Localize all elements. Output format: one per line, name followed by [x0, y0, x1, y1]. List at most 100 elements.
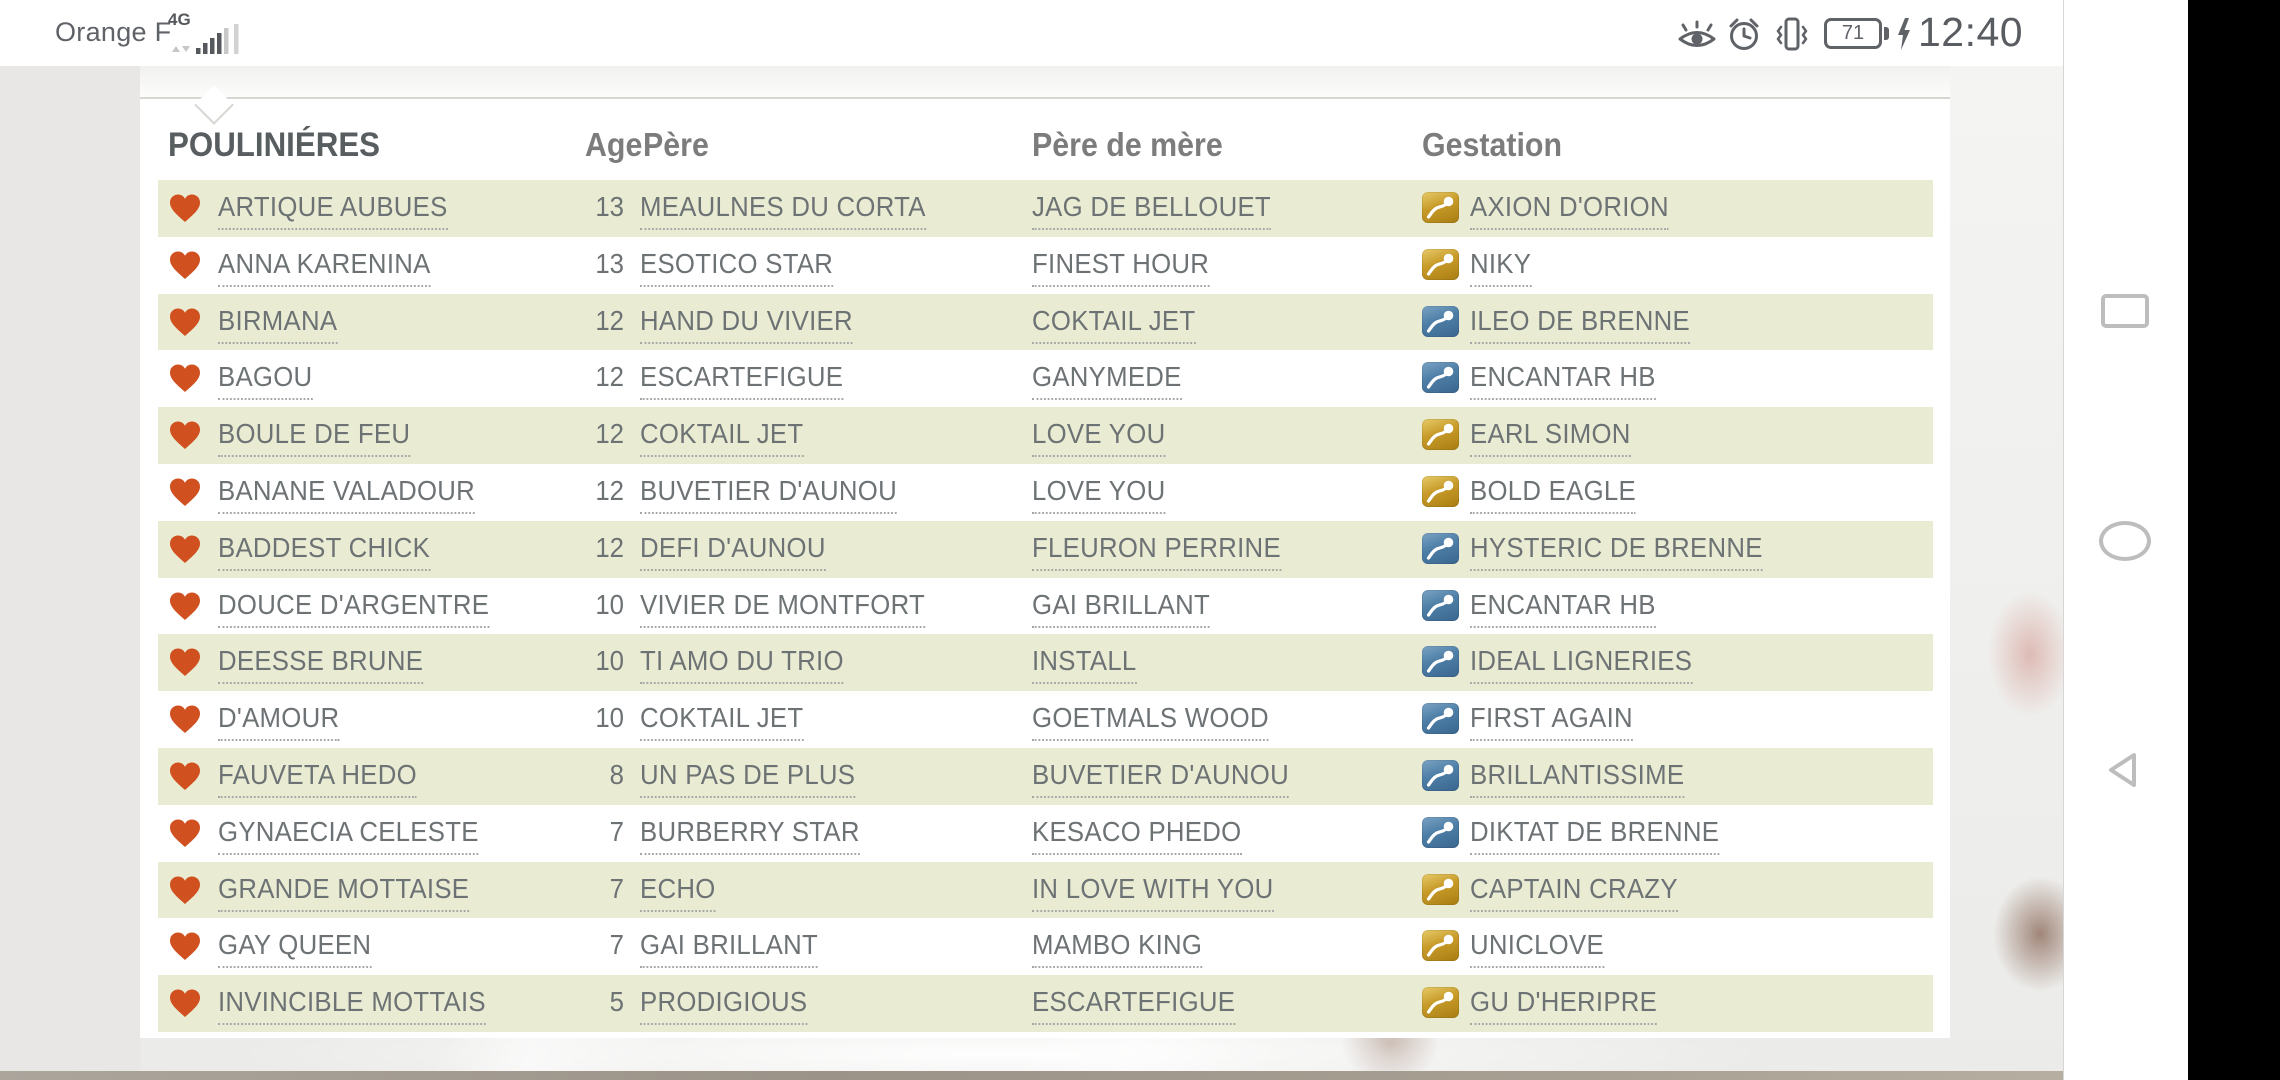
sire-link[interactable]: PRODIGIOUS — [640, 986, 808, 1026]
favorite-heart-icon[interactable] — [168, 875, 202, 905]
favorite-heart-icon[interactable] — [168, 988, 202, 1018]
favorite-heart-icon[interactable] — [168, 193, 202, 223]
favorite-heart-icon[interactable] — [168, 761, 202, 791]
dam-sire-link[interactable]: LOVE YOU — [1032, 418, 1166, 458]
dam-sire-link[interactable]: COKTAIL JET — [1032, 305, 1196, 344]
mare-age: 13 — [595, 191, 624, 222]
favorite-heart-icon[interactable] — [168, 591, 202, 621]
gestation-sire-link[interactable]: UNICLOVE — [1470, 929, 1604, 969]
dam-sire-link[interactable]: BUVETIER D'AUNOU — [1032, 759, 1289, 798]
column-header-dam-sire: Père de mère — [1032, 126, 1223, 163]
favorite-heart-icon[interactable] — [168, 647, 202, 677]
mare-name-link[interactable]: BADDEST CHICK — [218, 532, 431, 571]
dam-sire-link[interactable]: GAI BRILLANT — [1032, 589, 1210, 628]
mare-age: 10 — [595, 588, 624, 620]
gestation-sire-link[interactable]: FIRST AGAIN — [1470, 702, 1633, 742]
favorite-heart-icon[interactable] — [168, 818, 202, 848]
sire-link[interactable]: DEFI D'AUNOU — [640, 532, 826, 571]
dam-sire-link[interactable]: GOETMALS WOOD — [1032, 702, 1269, 742]
sire-link[interactable]: ECHO — [640, 873, 716, 912]
dam-sire-link[interactable]: GANYMEDE — [1032, 361, 1182, 401]
sire-link[interactable]: COKTAIL JET — [640, 702, 804, 742]
gestation-sire-link[interactable]: ENCANTAR HB — [1470, 589, 1656, 628]
table-row: INVINCIBLE MOTTAIS 5 PRODIGIOUS ESCARTEF… — [158, 975, 1933, 1032]
sire-link[interactable]: GAI BRILLANT — [640, 929, 818, 969]
favorite-heart-icon[interactable] — [168, 363, 202, 393]
gestation-sire-link[interactable]: BRILLANTISSIME — [1470, 759, 1685, 798]
status-bar: Orange F 4G — [0, 0, 2063, 66]
sire-link[interactable]: BUVETIER D'AUNOU — [640, 475, 897, 514]
column-header-age: Age — [585, 126, 643, 163]
dam-sire-link[interactable]: MAMBO KING — [1032, 929, 1203, 969]
mare-name-link[interactable]: GAY QUEEN — [218, 929, 372, 969]
gestation-sire-link[interactable]: IDEAL LIGNERIES — [1470, 645, 1693, 685]
mare-name-link[interactable]: DOUCE D'ARGENTRE — [218, 589, 490, 628]
back-button[interactable] — [2104, 750, 2140, 795]
dam-sire-link[interactable]: INSTALL — [1032, 645, 1137, 685]
sire-link[interactable]: COKTAIL JET — [640, 418, 804, 458]
mare-name-link[interactable]: GRANDE MOTTAISE — [218, 873, 470, 912]
carrier-label: Orange F — [55, 17, 172, 47]
favorite-heart-icon[interactable] — [168, 534, 202, 564]
dam-sire-link[interactable]: FINEST HOUR — [1032, 248, 1210, 287]
sire-link[interactable]: ESOTICO STAR — [640, 248, 834, 287]
favorite-heart-icon[interactable] — [168, 307, 202, 337]
dam-sire-link[interactable]: ESCARTEFIGUE — [1032, 986, 1236, 1026]
home-button[interactable] — [2099, 521, 2151, 561]
recents-button[interactable] — [2101, 294, 2149, 328]
gestation-sire-link[interactable]: AXION D'ORION — [1470, 191, 1669, 230]
dam-sire-link[interactable]: KESACO PHEDO — [1032, 816, 1242, 855]
alarm-clock-icon — [1726, 16, 1762, 57]
favorite-heart-icon[interactable] — [168, 477, 202, 507]
android-nav-bar — [2063, 0, 2189, 1080]
sire-link[interactable]: TI AMO DU TRIO — [640, 645, 844, 685]
dam-sire-link[interactable]: IN LOVE WITH YOU — [1032, 873, 1274, 912]
mare-age: 7 — [609, 929, 624, 961]
sire-link[interactable]: ESCARTEFIGUE — [640, 361, 844, 401]
gestation-sire-link[interactable]: ENCANTAR HB — [1470, 361, 1656, 401]
sire-link[interactable]: MEAULNES DU CORTA — [640, 191, 926, 230]
dam-sire-link[interactable]: JAG DE BELLOUET — [1032, 191, 1271, 230]
favorite-heart-icon[interactable] — [168, 704, 202, 734]
gestation-stallion-icon — [1422, 930, 1459, 962]
table-row: BADDEST CHICK 12 DEFI D'AUNOU FLEURON PE… — [158, 520, 1933, 578]
mare-name-link[interactable]: BAGOU — [218, 361, 313, 401]
table-row: GAY QUEEN 7 GAI BRILLANT MAMBO KING UNIC… — [158, 918, 1933, 976]
dam-sire-link[interactable]: LOVE YOU — [1032, 475, 1166, 514]
mare-name-link[interactable]: FAUVETA HEDO — [218, 759, 417, 798]
mare-name-link[interactable]: D'AMOUR — [218, 702, 340, 742]
mare-name-link[interactable]: BOULE DE FEU — [218, 418, 411, 458]
gestation-sire-link[interactable]: DIKTAT DE BRENNE — [1470, 816, 1720, 855]
gestation-stallion-icon — [1422, 475, 1459, 507]
mare-name-link[interactable]: BIRMANA — [218, 305, 338, 344]
gestation-sire-link[interactable]: EARL SIMON — [1470, 418, 1631, 458]
sire-link[interactable]: VIVIER DE MONTFORT — [640, 589, 926, 628]
sire-link[interactable]: BURBERRY STAR — [640, 816, 860, 855]
mare-name-link[interactable]: INVINCIBLE MOTTAIS — [218, 986, 486, 1026]
sire-link[interactable]: HAND DU VIVIER — [640, 305, 853, 344]
mare-name-link[interactable]: ARTIQUE AUBUES — [218, 191, 448, 230]
favorite-heart-icon[interactable] — [168, 931, 202, 961]
gestation-sire-link[interactable]: GU D'HERIPRE — [1470, 986, 1658, 1026]
mare-name-link[interactable]: ANNA KARENINA — [218, 248, 431, 287]
favorite-heart-icon[interactable] — [168, 420, 202, 450]
card-top-shade — [140, 66, 1950, 97]
bottom-edge-band — [0, 1071, 2063, 1080]
gestation-sire-link[interactable]: ILEO DE BRENNE — [1470, 305, 1691, 344]
table-row: DEESSE BRUNE 10 TI AMO DU TRIO INSTALL I… — [158, 634, 1933, 692]
gestation-sire-link[interactable]: HYSTERIC DE BRENNE — [1470, 532, 1763, 571]
eye-comfort-icon — [1677, 20, 1717, 55]
favorite-heart-icon[interactable] — [168, 250, 202, 280]
sire-link[interactable]: UN PAS DE PLUS — [640, 759, 856, 798]
table-row: DOUCE D'ARGENTRE 10 VIVIER DE MONTFORT G… — [158, 577, 1933, 635]
mare-name-link[interactable]: DEESSE BRUNE — [218, 645, 424, 685]
mare-name-link[interactable]: GYNAECIA CELESTE — [218, 816, 479, 855]
gestation-sire-link[interactable]: CAPTAIN CRAZY — [1470, 873, 1678, 912]
screen-cutout-strip — [2188, 0, 2280, 1080]
gestation-stallion-icon — [1422, 589, 1459, 621]
mare-name-link[interactable]: BANANE VALADOUR — [218, 475, 476, 514]
gestation-stallion-icon — [1422, 987, 1459, 1019]
dam-sire-link[interactable]: FLEURON PERRINE — [1032, 532, 1281, 571]
gestation-sire-link[interactable]: BOLD EAGLE — [1470, 475, 1636, 514]
gestation-sire-link[interactable]: NIKY — [1470, 248, 1532, 287]
